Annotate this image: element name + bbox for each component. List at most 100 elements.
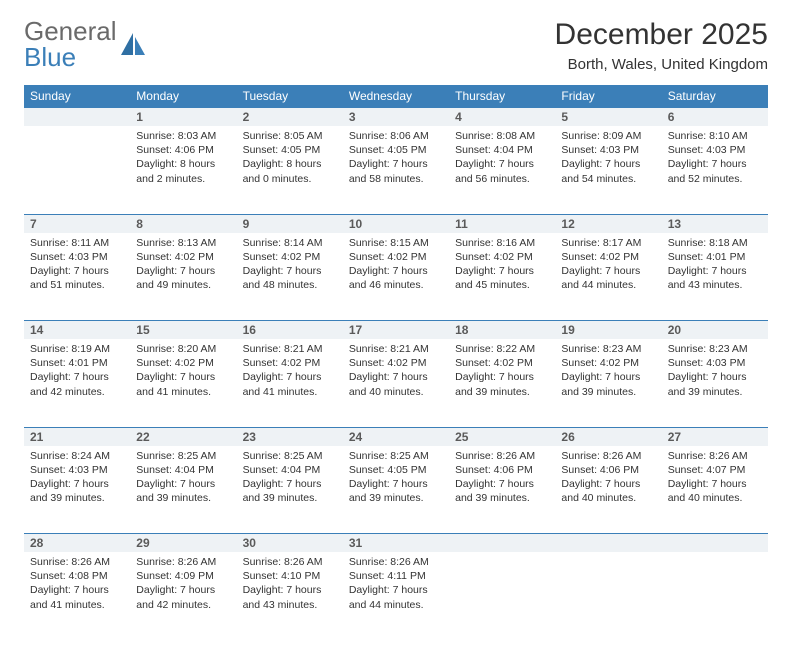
day2-text: and 41 minutes. — [30, 598, 124, 612]
day2-text: and 49 minutes. — [136, 278, 230, 292]
logo-sail-icon — [119, 31, 149, 57]
day-number — [662, 534, 768, 553]
day1-text: Daylight: 7 hours — [561, 264, 655, 278]
sunrise-text: Sunrise: 8:26 AM — [136, 555, 230, 569]
day-number: 18 — [449, 321, 555, 340]
sunrise-text: Sunrise: 8:19 AM — [30, 342, 124, 356]
sunset-text: Sunset: 4:06 PM — [561, 463, 655, 477]
sunrise-text: Sunrise: 8:13 AM — [136, 236, 230, 250]
weekday-header: Sunday — [24, 85, 130, 108]
day-number-row: 78910111213 — [24, 214, 768, 233]
sunrise-text: Sunrise: 8:15 AM — [349, 236, 443, 250]
day-number: 30 — [237, 534, 343, 553]
sunset-text: Sunset: 4:01 PM — [668, 250, 762, 264]
day2-text: and 41 minutes. — [136, 385, 230, 399]
sunset-text: Sunset: 4:06 PM — [455, 463, 549, 477]
sunset-text: Sunset: 4:04 PM — [455, 143, 549, 157]
sunrise-text: Sunrise: 8:10 AM — [668, 129, 762, 143]
day1-text: Daylight: 7 hours — [455, 370, 549, 384]
day-cell: Sunrise: 8:17 AMSunset: 4:02 PMDaylight:… — [555, 233, 661, 321]
day2-text: and 42 minutes. — [30, 385, 124, 399]
sunrise-text: Sunrise: 8:26 AM — [455, 449, 549, 463]
sunset-text: Sunset: 4:05 PM — [349, 463, 443, 477]
sunrise-text: Sunrise: 8:05 AM — [243, 129, 337, 143]
day-number: 26 — [555, 427, 661, 446]
day1-text: Daylight: 7 hours — [136, 264, 230, 278]
sunrise-text: Sunrise: 8:03 AM — [136, 129, 230, 143]
day-cell: Sunrise: 8:03 AMSunset: 4:06 PMDaylight:… — [130, 126, 236, 214]
day-number: 31 — [343, 534, 449, 553]
day1-text: Daylight: 7 hours — [349, 477, 443, 491]
day1-text: Daylight: 7 hours — [243, 264, 337, 278]
sunrise-text: Sunrise: 8:14 AM — [243, 236, 337, 250]
day2-text: and 39 minutes. — [349, 491, 443, 505]
day-cell: Sunrise: 8:26 AMSunset: 4:06 PMDaylight:… — [555, 446, 661, 534]
sunrise-text: Sunrise: 8:26 AM — [561, 449, 655, 463]
day1-text: Daylight: 7 hours — [561, 477, 655, 491]
day-cell: Sunrise: 8:10 AMSunset: 4:03 PMDaylight:… — [662, 126, 768, 214]
sunset-text: Sunset: 4:02 PM — [136, 356, 230, 370]
day1-text: Daylight: 7 hours — [668, 157, 762, 171]
weekday-header-row: SundayMondayTuesdayWednesdayThursdayFrid… — [24, 85, 768, 108]
sunrise-text: Sunrise: 8:08 AM — [455, 129, 549, 143]
weekday-header: Saturday — [662, 85, 768, 108]
day2-text: and 39 minutes. — [455, 491, 549, 505]
sunset-text: Sunset: 4:05 PM — [349, 143, 443, 157]
day-number: 10 — [343, 214, 449, 233]
day-content-row: Sunrise: 8:24 AMSunset: 4:03 PMDaylight:… — [24, 446, 768, 534]
day-number: 22 — [130, 427, 236, 446]
calendar-table: SundayMondayTuesdayWednesdayThursdayFrid… — [24, 85, 768, 640]
day2-text: and 43 minutes. — [668, 278, 762, 292]
logo: General Blue — [24, 18, 149, 70]
day1-text: Daylight: 7 hours — [30, 370, 124, 384]
day1-text: Daylight: 7 hours — [668, 264, 762, 278]
day2-text: and 56 minutes. — [455, 172, 549, 186]
day-number: 29 — [130, 534, 236, 553]
day1-text: Daylight: 8 hours — [243, 157, 337, 171]
day1-text: Daylight: 7 hours — [668, 477, 762, 491]
sunset-text: Sunset: 4:02 PM — [349, 250, 443, 264]
sunrise-text: Sunrise: 8:26 AM — [349, 555, 443, 569]
sunrise-text: Sunrise: 8:21 AM — [349, 342, 443, 356]
day1-text: Daylight: 8 hours — [136, 157, 230, 171]
sunset-text: Sunset: 4:03 PM — [30, 250, 124, 264]
day1-text: Daylight: 7 hours — [349, 157, 443, 171]
calendar-body: 123456Sunrise: 8:03 AMSunset: 4:06 PMDay… — [24, 108, 768, 641]
day-cell: Sunrise: 8:15 AMSunset: 4:02 PMDaylight:… — [343, 233, 449, 321]
day-number: 4 — [449, 108, 555, 127]
weekday-header: Tuesday — [237, 85, 343, 108]
day2-text: and 39 minutes. — [668, 385, 762, 399]
day-number: 3 — [343, 108, 449, 127]
day2-text: and 42 minutes. — [136, 598, 230, 612]
day1-text: Daylight: 7 hours — [455, 477, 549, 491]
day-cell — [662, 552, 768, 640]
sunrise-text: Sunrise: 8:17 AM — [561, 236, 655, 250]
day1-text: Daylight: 7 hours — [243, 477, 337, 491]
day2-text: and 58 minutes. — [349, 172, 443, 186]
day-number: 11 — [449, 214, 555, 233]
day1-text: Daylight: 7 hours — [349, 264, 443, 278]
sunset-text: Sunset: 4:08 PM — [30, 569, 124, 583]
sunset-text: Sunset: 4:07 PM — [668, 463, 762, 477]
sunset-text: Sunset: 4:03 PM — [561, 143, 655, 157]
day-number-row: 28293031 — [24, 534, 768, 553]
sunset-text: Sunset: 4:03 PM — [668, 143, 762, 157]
sunrise-text: Sunrise: 8:25 AM — [349, 449, 443, 463]
sunset-text: Sunset: 4:02 PM — [136, 250, 230, 264]
day-number: 13 — [662, 214, 768, 233]
day2-text: and 39 minutes. — [243, 491, 337, 505]
day2-text: and 39 minutes. — [455, 385, 549, 399]
day-cell: Sunrise: 8:11 AMSunset: 4:03 PMDaylight:… — [24, 233, 130, 321]
day2-text: and 41 minutes. — [243, 385, 337, 399]
day-number-row: 21222324252627 — [24, 427, 768, 446]
day2-text: and 2 minutes. — [136, 172, 230, 186]
calendar-page: General Blue December 2025 Borth, Wales,… — [0, 0, 792, 654]
day2-text: and 39 minutes. — [30, 491, 124, 505]
day-cell: Sunrise: 8:24 AMSunset: 4:03 PMDaylight:… — [24, 446, 130, 534]
sunrise-text: Sunrise: 8:23 AM — [561, 342, 655, 356]
day-number: 19 — [555, 321, 661, 340]
day2-text: and 40 minutes. — [349, 385, 443, 399]
day-cell: Sunrise: 8:19 AMSunset: 4:01 PMDaylight:… — [24, 339, 130, 427]
sunrise-text: Sunrise: 8:09 AM — [561, 129, 655, 143]
day-cell: Sunrise: 8:06 AMSunset: 4:05 PMDaylight:… — [343, 126, 449, 214]
